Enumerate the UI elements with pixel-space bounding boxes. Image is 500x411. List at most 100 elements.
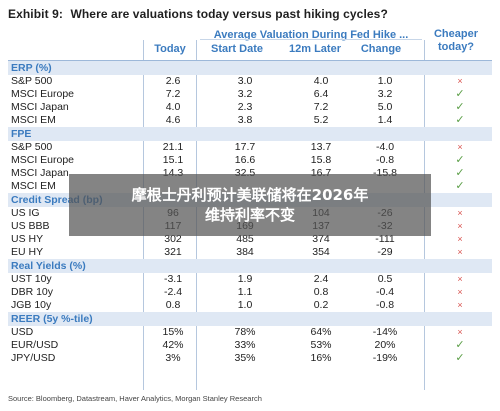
group-header-rule <box>200 39 422 40</box>
cell-start-date: 35% <box>234 352 256 364</box>
cell-start-date: 2.3 <box>237 101 253 113</box>
header-change: Change <box>360 43 402 55</box>
cell-start-date: 16.6 <box>234 154 256 166</box>
cross-icon: × <box>457 247 463 257</box>
cell-change: -0.8 <box>375 154 395 166</box>
row-label: S&P 500 <box>11 75 53 87</box>
exhibit-number: Exhibit 9: <box>8 7 64 21</box>
cell-12m-later: 354 <box>312 246 330 258</box>
cross-icon: × <box>457 234 463 244</box>
cell-start-date: 1.9 <box>237 273 253 285</box>
cell-today: 0.8 <box>165 299 181 311</box>
cell-today: -3.1 <box>163 273 183 285</box>
header-cheaper-line2: today? <box>437 41 475 53</box>
cell-change: 1.4 <box>377 114 393 126</box>
cell-start-date: 17.7 <box>234 141 256 153</box>
section-header: REER (5y %-tile) <box>8 312 492 326</box>
header-start-date: Start Date <box>211 43 263 55</box>
check-icon: ✓ <box>455 88 465 100</box>
cell-today: 4.0 <box>165 101 181 113</box>
cell-today: 4.6 <box>165 114 181 126</box>
table-row: EUR/USD 42% 33% 53% 20% ✓ <box>8 339 492 352</box>
exhibit-title: Exhibit 9: Where are valuations today ve… <box>8 7 492 29</box>
headline-line1: 摩根士丹利预计美联储将在2026年 <box>131 186 369 204</box>
cell-12m-later: 6.4 <box>313 88 329 100</box>
cross-icon: × <box>457 142 463 152</box>
cell-change: -14% <box>372 326 398 338</box>
table-row: US HY 302 485 374 -111 × <box>8 233 492 246</box>
table-row: UST 10y -3.1 1.9 2.4 0.5 × <box>8 273 492 286</box>
cell-12m-later: 15.8 <box>310 154 332 166</box>
header-12m-later: 12m Later <box>289 43 341 55</box>
cell-12m-later: 64% <box>310 326 332 338</box>
cross-icon: × <box>457 300 463 310</box>
row-label: UST 10y <box>11 273 52 285</box>
check-icon: ✓ <box>455 352 465 364</box>
cell-change: -0.8 <box>375 299 395 311</box>
cell-start-date: 3.8 <box>237 114 253 126</box>
row-label: USD <box>11 326 34 338</box>
cell-today: 302 <box>164 233 182 245</box>
cell-start-date: 3.2 <box>237 88 253 100</box>
check-icon: ✓ <box>455 101 465 113</box>
table-row: JGB 10y 0.8 1.0 0.2 -0.8 × <box>8 299 492 312</box>
table-row: S&P 500 21.1 17.7 13.7 -4.0 × <box>8 141 492 154</box>
table-row: EU HY 321 384 354 -29 × <box>8 246 492 259</box>
row-label: DBR 10y <box>11 286 54 298</box>
section-title: REER (5y %-tile) <box>11 313 93 325</box>
header-cheaper-line1: Cheaper <box>433 28 479 40</box>
headline-overlay: 摩根士丹利预计美联储将在2026年 维持利率不变 <box>69 174 431 236</box>
cell-start-date: 384 <box>236 246 254 258</box>
header-cheaper: Cheaper today? <box>428 28 484 54</box>
cell-today: 7.2 <box>165 88 181 100</box>
cell-today: 15.1 <box>162 154 184 166</box>
cell-today: 15% <box>162 326 184 338</box>
cross-icon: × <box>457 76 463 86</box>
section-title: ERP (%) <box>11 62 52 74</box>
row-label: MSCI Europe <box>11 154 75 166</box>
check-icon: ✓ <box>455 180 465 192</box>
cross-icon: × <box>457 208 463 218</box>
table-row: DBR 10y -2.4 1.1 0.8 -0.4 × <box>8 286 492 299</box>
cell-start-date: 78% <box>234 326 256 338</box>
exhibit-question: Where are valuations today versus past h… <box>70 7 388 21</box>
table-row: MSCI EM 4.6 3.8 5.2 1.4 ✓ <box>8 114 492 127</box>
cross-icon: × <box>457 327 463 337</box>
check-icon: ✓ <box>455 167 465 179</box>
cell-12m-later: 0.8 <box>313 286 329 298</box>
source-note: Source: Bloomberg, Datastream, Haver Ana… <box>8 394 262 403</box>
cross-icon: × <box>457 221 463 231</box>
section-title: FPE <box>11 128 32 140</box>
table-row: JPY/USD 3% 35% 16% -19% ✓ <box>8 352 492 365</box>
cell-change: 0.5 <box>377 273 393 285</box>
header-today: Today <box>154 43 186 55</box>
row-label: MSCI Japan <box>11 167 69 179</box>
cell-start-date: 3.0 <box>237 75 253 87</box>
row-label: MSCI EM <box>11 180 56 192</box>
cell-today: 321 <box>164 246 182 258</box>
cell-12m-later: 13.7 <box>310 141 332 153</box>
cell-12m-later: 374 <box>312 233 330 245</box>
cell-start-date: 33% <box>234 339 256 351</box>
row-label: EUR/USD <box>11 339 59 351</box>
cell-change: 5.0 <box>377 101 393 113</box>
cell-12m-later: 16% <box>310 352 332 364</box>
cell-12m-later: 4.0 <box>313 75 329 87</box>
table-row: S&P 500 2.6 3.0 4.0 1.0 × <box>8 75 492 88</box>
cell-today: 21.1 <box>162 141 184 153</box>
cell-change: -4.0 <box>375 141 395 153</box>
cell-change: -111 <box>375 233 395 245</box>
section-header: Real Yields (%) <box>8 259 492 273</box>
cell-today: -2.4 <box>163 286 183 298</box>
cell-change: -0.4 <box>375 286 395 298</box>
cell-12m-later: 7.2 <box>313 101 329 113</box>
cell-change: 3.2 <box>377 88 393 100</box>
cell-change: 20% <box>374 339 396 351</box>
cell-today: 42% <box>162 339 184 351</box>
row-label: US HY <box>11 233 44 245</box>
table-row: MSCI Japan 4.0 2.3 7.2 5.0 ✓ <box>8 101 492 114</box>
row-label: JGB 10y <box>11 299 52 311</box>
headline-line2: 维持利率不变 <box>204 206 295 224</box>
row-label: US BBB <box>11 220 50 232</box>
table-row: USD 15% 78% 64% -14% × <box>8 326 492 339</box>
